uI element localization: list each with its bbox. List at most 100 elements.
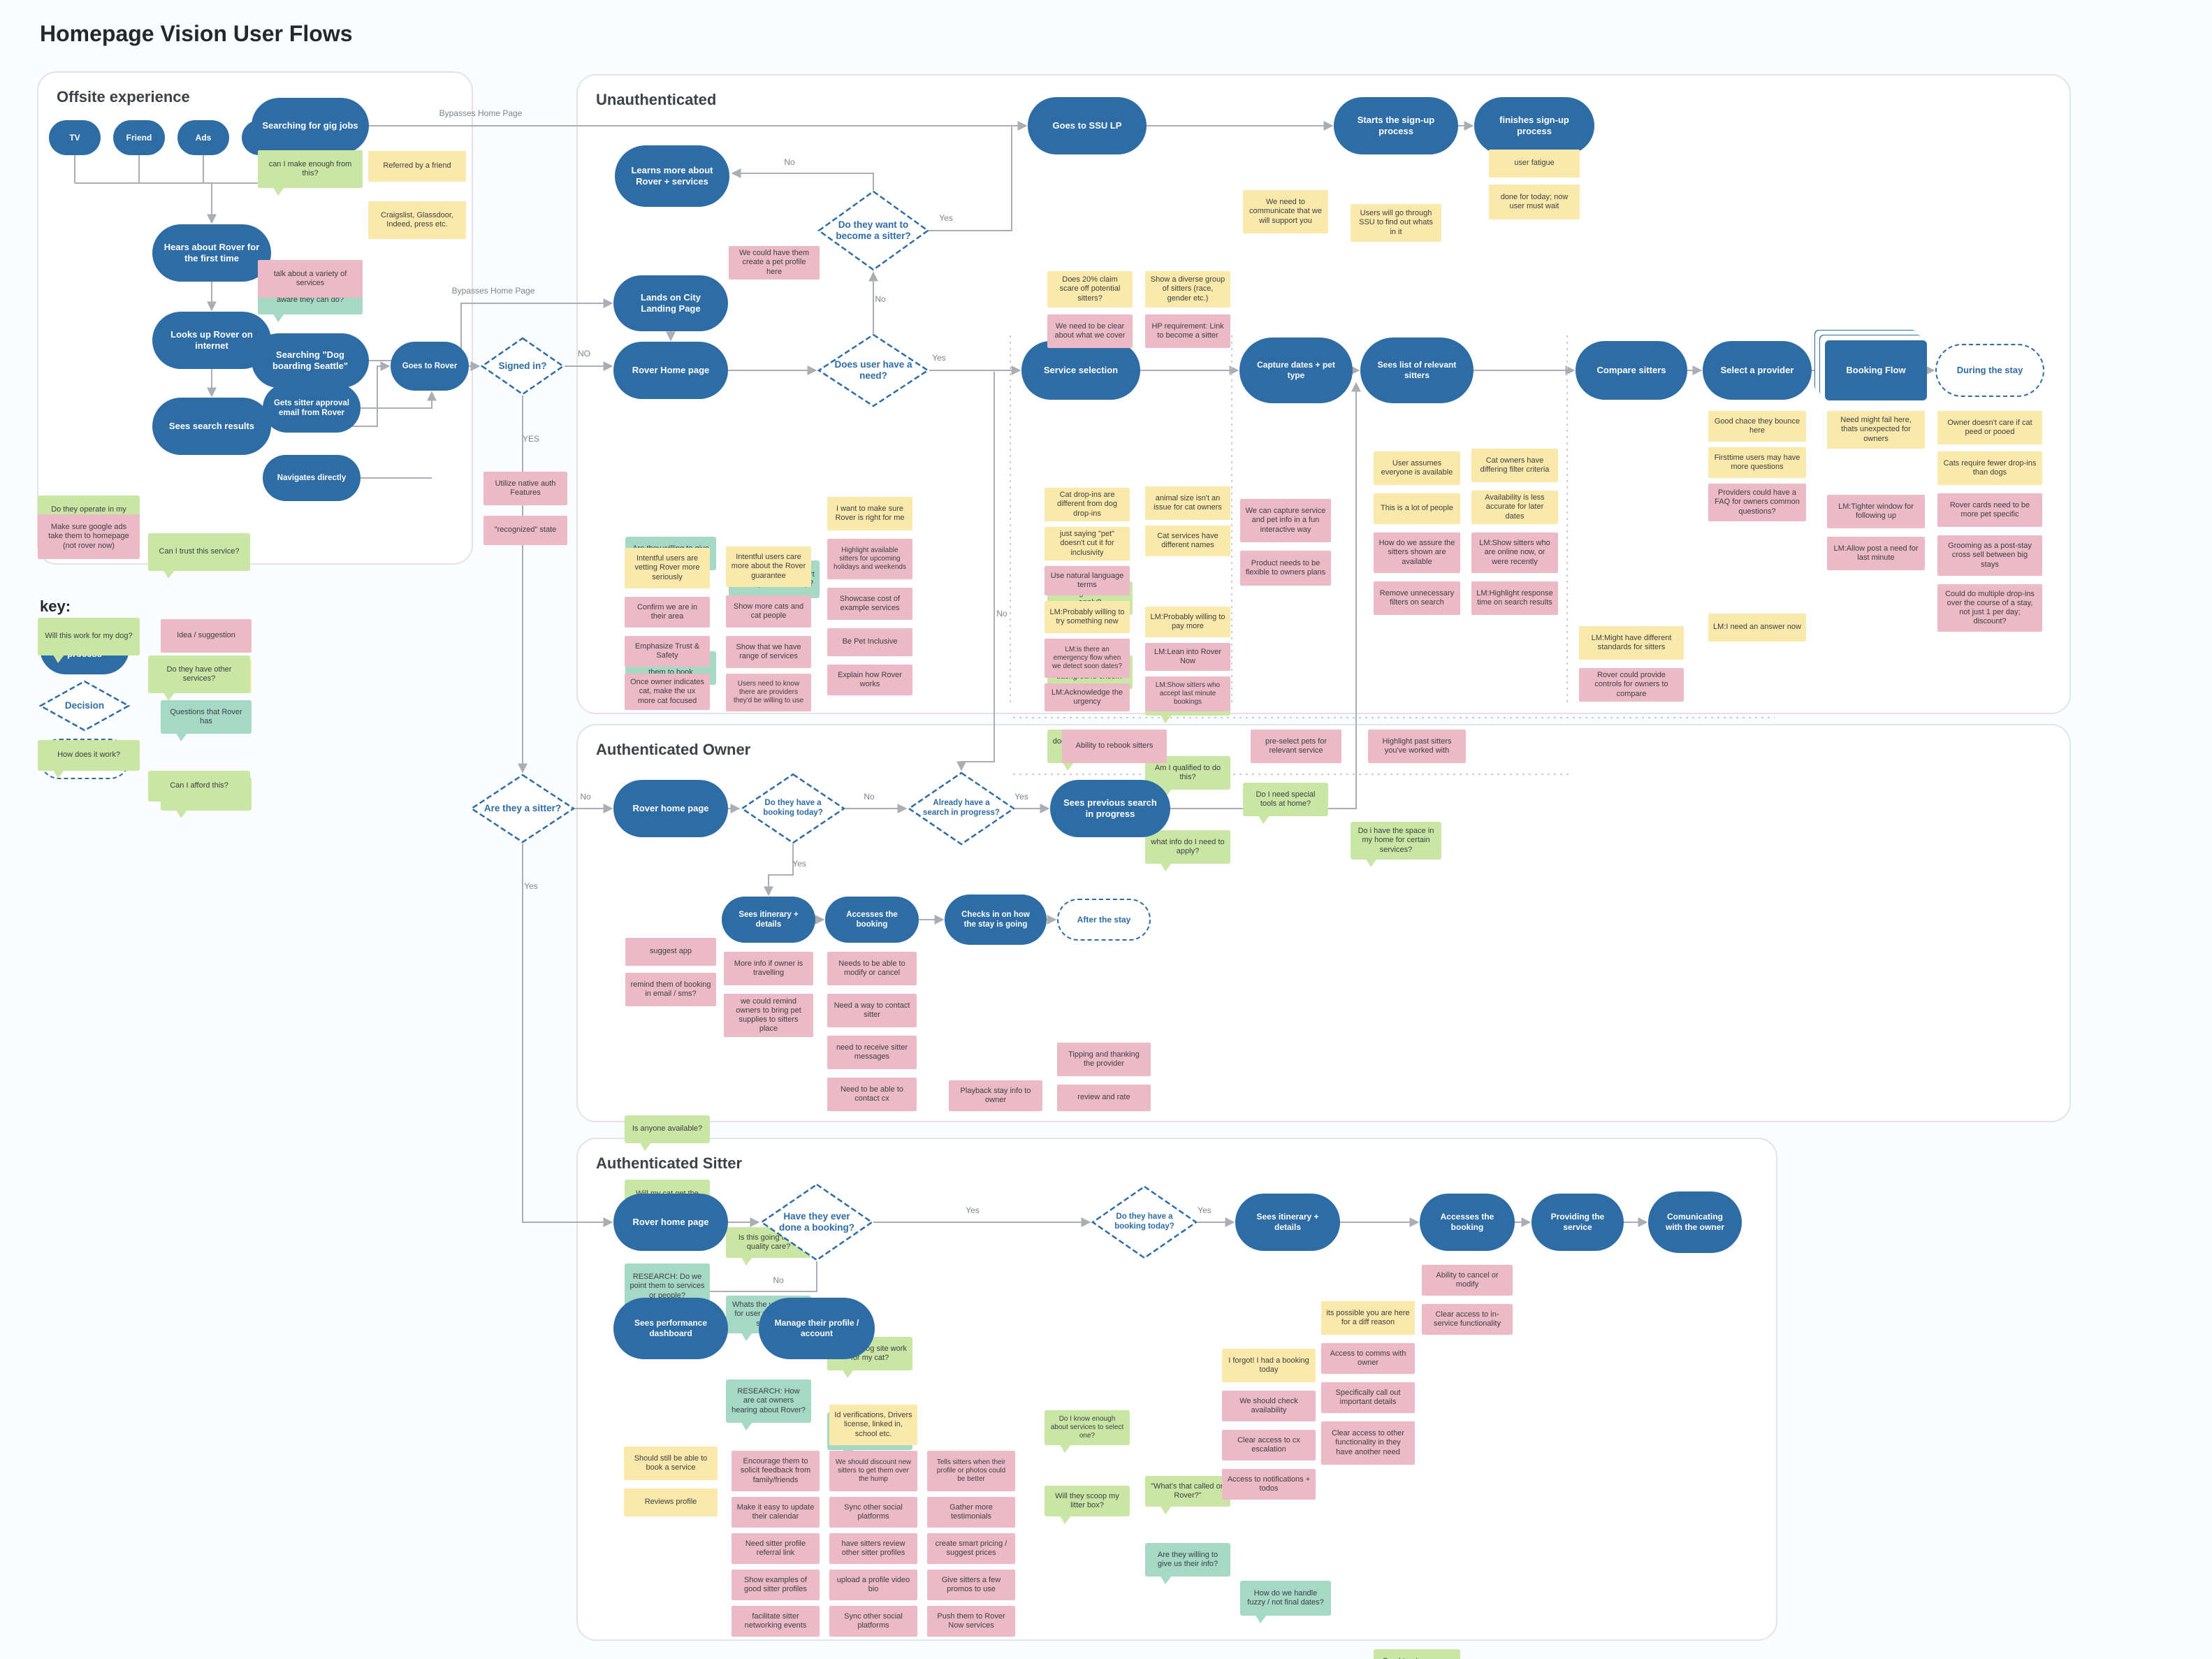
user-question-bubble-can-i-afford-this[interactable]: Can I afford this? — [148, 771, 250, 809]
flow-step-tv[interactable]: TV — [49, 120, 101, 155]
flow-step-searching-for-gig-jobs[interactable]: Searching for gig jobs — [252, 98, 369, 154]
flow-step-service-selection[interactable]: Service selection — [1021, 341, 1140, 400]
rover-question-bubble-questions-that-rover-has[interactable]: Questions that Rover has — [161, 700, 252, 741]
flow-step-goes-to-rover[interactable]: Goes to Rover — [391, 342, 469, 391]
idea-note-how-do-we-assure[interactable]: How do we assure the sitters shown are a… — [1374, 533, 1460, 573]
idea-note-lm-acknowledge-the-urgency[interactable]: LM:Acknowledge the urgency — [1045, 683, 1130, 711]
comment-note-done-for-today-now[interactable]: done for today; now user must wait — [1489, 184, 1580, 219]
idea-note-tells-sitters-when-their[interactable]: Tells sitters when their profile or phot… — [927, 1451, 1015, 1491]
idea-note-need-to-receive-sitter[interactable]: need to receive sitter messages — [827, 1036, 917, 1069]
comment-note-this-is-a-lot[interactable]: This is a lot of people — [1374, 493, 1460, 524]
idea-note-upload-a-profile-video[interactable]: upload a profile video bio — [829, 1570, 917, 1600]
user-question-bubble-will-this-work-for[interactable]: Will this work for my dog? — [38, 618, 140, 663]
decision-does-user-have-a[interactable]: Does user have a need? — [817, 333, 929, 407]
idea-note-be-pet-inclusive[interactable]: Be Pet Inclusive — [827, 628, 912, 656]
user-question-bubble-do-i-know-enough[interactable]: Do I know enough about services to selec… — [1045, 1410, 1130, 1453]
flow-step-manage-their-profile-account[interactable]: Manage their profile / account — [759, 1298, 875, 1359]
comment-note-show-a-diverse-group[interactable]: Show a diverse group of sitters (race, g… — [1145, 271, 1230, 307]
user-question-bubble-can-i-trust-someone[interactable]: Can I trust someone on this list? — [1374, 1649, 1460, 1659]
idea-note-facilitate-sitter-networking-events[interactable]: facilitate sitter networking events — [732, 1606, 820, 1637]
comment-note-i-want-to-make[interactable]: I want to make sure Rover is right for m… — [827, 497, 912, 530]
comment-note-need-might-fail-here[interactable]: Need might fail here, thats unexpected f… — [1827, 411, 1925, 449]
idea-note-we-should-discount-new[interactable]: We should discount new sitters to get th… — [829, 1451, 917, 1491]
flow-step-hears-about-rover-for[interactable]: Hears about Rover for the first time — [152, 224, 271, 282]
comment-note-should-still-be-able[interactable]: Should still be able to book a service — [624, 1447, 718, 1480]
comment-note-good-chace-they-bounce[interactable]: Good chace they bounce here — [1708, 411, 1806, 442]
flow-step-starts-the-sign-up[interactable]: Starts the sign-up process — [1334, 97, 1458, 154]
comment-note-intentful-users-care-more[interactable]: Intentful users care more about the Rove… — [726, 546, 811, 587]
comment-note-lm-i-need-an[interactable]: LM:I need an answer now — [1708, 614, 1806, 642]
flow-step-sees-itinerary-details[interactable]: Sees itinerary + details — [722, 897, 815, 943]
idea-note-sync-other-social-platforms[interactable]: Sync other social platforms — [829, 1497, 917, 1528]
idea-note-remove-unnecessary-filters-on[interactable]: Remove unnecessary filters on search — [1374, 581, 1460, 615]
flow-step-finishes-sign-up-process[interactable]: finishes sign-up process — [1474, 97, 1594, 154]
idea-note-ability-to-rebook-sitters[interactable]: Ability to rebook sitters — [1062, 730, 1167, 763]
time-period-during-the-stay[interactable]: During the stay — [1935, 344, 2044, 397]
idea-note-providers-could-have-a[interactable]: Providers could have a FAQ for owners co… — [1708, 484, 1806, 521]
idea-note-utilize-native-auth-features[interactable]: Utilize native auth Features — [483, 472, 567, 505]
idea-note-playback-stay-info-to[interactable]: Playback stay info to owner — [949, 1080, 1042, 1111]
idea-note-lm-highlight-response-time[interactable]: LM:Highlight response time on search res… — [1471, 581, 1558, 615]
user-question-bubble-is-anyone-available[interactable]: Is anyone available? — [625, 1115, 710, 1151]
idea-note-once-owner-indicates-cat[interactable]: Once owner indicates cat, make the ux mo… — [625, 674, 710, 710]
idea-note-more-info-if-owner[interactable]: More info if owner is travelling — [724, 952, 813, 985]
idea-note-lm-show-sitters-who[interactable]: LM:Show sitters who accept last minute b… — [1145, 676, 1230, 711]
comment-note-users-will-go-through[interactable]: Users will go through SSU to find out wh… — [1351, 204, 1441, 242]
flow-step-compare-sitters[interactable]: Compare sitters — [1576, 341, 1687, 400]
comment-note-id-verifications-drivers-license[interactable]: Id verifications, Drivers license, linke… — [829, 1405, 917, 1445]
idea-note-need-to-be-able[interactable]: Need to be able to contact cx — [827, 1078, 917, 1111]
user-question-bubble-what-s-that-called[interactable]: "What's that called on Rover?" — [1145, 1476, 1230, 1514]
user-question-bubble-what-info-do-i[interactable]: what info do I need to apply? — [1145, 830, 1230, 871]
idea-note-we-could-have-them[interactable]: We could have them create a pet profile … — [729, 246, 820, 280]
flow-step-rover-home-page[interactable]: Rover home page — [613, 780, 728, 837]
idea-note-lm-show-sitters-who[interactable]: LM:Show sitters who are online now, or w… — [1471, 533, 1558, 573]
flow-step-learns-more-about-rover[interactable]: Learns more about Rover + services — [615, 145, 729, 207]
idea-note-we-should-check-availability[interactable]: We should check availability — [1222, 1391, 1316, 1421]
comment-note-intentful-users-are-vetting[interactable]: Intentful users are vetting Rover more s… — [625, 548, 710, 588]
idea-note-clear-access-to-cx[interactable]: Clear access to cx escalation — [1222, 1430, 1316, 1461]
idea-note-could-do-multiple-drop[interactable]: Could do multiple drop-ins over the cour… — [1937, 584, 2042, 632]
flow-step-select-a-provider[interactable]: Select a provider — [1703, 341, 1812, 400]
idea-note-show-examples-of-good[interactable]: Show examples of good sitter profiles — [732, 1570, 820, 1600]
flow-step-comunicating-with-the-owner[interactable]: Comunicating with the owner — [1648, 1191, 1742, 1253]
idea-note-give-sitters-a-few[interactable]: Give sitters a few promos to use — [927, 1570, 1015, 1600]
idea-note-push-them-to-rover[interactable]: Push them to Rover Now services — [927, 1606, 1015, 1637]
flow-step-friend[interactable]: Friend — [113, 120, 165, 155]
idea-note-rover-cards-need-to[interactable]: Rover cards need to be more pet specific — [1937, 493, 2042, 527]
comment-note-availability-is-less-accurate[interactable]: Availability is less accurate for later … — [1471, 491, 1558, 524]
idea-note-clear-access-to-in[interactable]: Clear access to in-service functionality — [1422, 1304, 1513, 1335]
user-question-bubble-do-i-have-the[interactable]: Do i have the space in my home for certa… — [1351, 822, 1441, 867]
flow-step-looks-up-rover-on[interactable]: Looks up Rover on internet — [152, 312, 271, 369]
comment-note-lm-might-have-different[interactable]: LM:Might have different standards for si… — [1579, 626, 1684, 660]
comment-note-craigslist-glassdoor-indeed-press[interactable]: Craigslist, Glassdoor, Indeed, press etc… — [368, 201, 466, 239]
idea-note-need-sitter-profile-referral[interactable]: Need sitter profile referral link — [732, 1533, 820, 1564]
comment-note-lm-probably-willing-to[interactable]: LM:Probably willing to pay more — [1145, 607, 1230, 637]
decision-are-they-a-sitter[interactable]: Are they a sitter? — [470, 774, 575, 843]
flow-step-goes-to-ssu-lp[interactable]: Goes to SSU LP — [1028, 97, 1147, 154]
idea-note-we-can-capture-service[interactable]: We can capture service and pet info in a… — [1240, 499, 1331, 542]
time-period-after-the-stay[interactable]: After the stay — [1057, 899, 1151, 941]
flow-step-stack-booking-flow[interactable]: Booking Flow — [1825, 340, 1927, 400]
idea-note-explain-how-rover-works[interactable]: Explain how Rover works — [827, 665, 912, 695]
idea-note-make-sure-google-ads[interactable]: Make sure google ads take them to homepa… — [38, 514, 140, 559]
user-question-bubble-can-i-make-enough[interactable]: can I make enough from this? — [258, 150, 363, 196]
flow-step-accesses-the-booking[interactable]: Accesses the booking — [825, 897, 919, 943]
idea-note-talk-about-a-variety[interactable]: talk about a variety of services — [258, 260, 363, 298]
decision-do-they-have-a[interactable]: Do they have a booking today? — [741, 773, 845, 844]
comment-note-i-forgot-i-had[interactable]: I forgot! I had a booking today — [1222, 1349, 1316, 1382]
user-question-bubble-do-they-have-other[interactable]: Do they have other services? — [148, 655, 250, 701]
flow-step-gets-sitter-approval-email[interactable]: Gets sitter approval email from Rover — [263, 384, 361, 433]
flow-step-capture-dates-pet-type[interactable]: Capture dates + pet type — [1239, 338, 1353, 403]
idea-note-we-need-to-be[interactable]: We need to be clear about what we cover — [1047, 314, 1133, 348]
rover-question-bubble-are-they-willing-to[interactable]: Are they willing to give us their info? — [1145, 1543, 1230, 1584]
comment-note-referred-by-a-friend[interactable]: Referred by a friend — [368, 151, 466, 182]
comment-note-lm-probably-willing-to[interactable]: LM:Probably willing to try something new — [1045, 601, 1130, 633]
flow-step-lands-on-city-landing[interactable]: Lands on City Landing Page — [613, 275, 728, 331]
idea-note-idea-suggestion[interactable]: Idea / suggestion — [161, 619, 252, 653]
decision-have-they-ever-done[interactable]: Have they ever done a booking? — [760, 1183, 873, 1261]
user-question-bubble-can-i-trust-this[interactable]: Can I trust this service? — [148, 533, 250, 579]
idea-note-suggest-app[interactable]: suggest app — [625, 938, 716, 966]
idea-note-access-to-comms-with[interactable]: Access to comms with owner — [1321, 1343, 1415, 1374]
flow-step-rover-home-page[interactable]: Rover home page — [613, 1194, 728, 1251]
decision-decision[interactable]: Decision — [39, 680, 130, 732]
